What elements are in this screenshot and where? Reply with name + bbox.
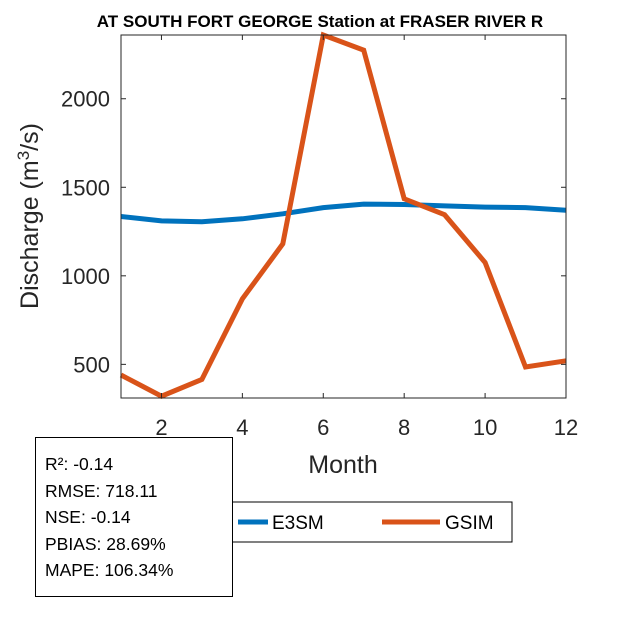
plot-lines — [119, 31, 567, 399]
stats-box: R²: -0.14 RMSE: 718.11 NSE: -0.14 PBIAS:… — [35, 437, 233, 597]
chart-title: AT SOUTH FORT GEORGE Station at FRASER R… — [97, 12, 543, 31]
x-tick-label: 12 — [554, 415, 578, 440]
x-tick-label: 6 — [317, 415, 329, 440]
axes-box — [120, 34, 567, 399]
x-tick-label: 8 — [398, 415, 410, 440]
x-tick-label: 4 — [236, 415, 248, 440]
y-tick-label: 1500 — [61, 175, 110, 200]
legend-label-gsim: GSIM — [445, 513, 494, 534]
y-axis-label: Discharge (m3/s) — [14, 123, 44, 309]
stat-r2: R²: -0.14 — [45, 454, 114, 474]
legend-box — [231, 501, 513, 543]
y-tick-label: 1000 — [61, 264, 110, 289]
stat-pbias: PBIAS: 28.69% — [45, 533, 166, 554]
series-line-e3sm — [120, 201, 567, 225]
stat-rmse: RMSE: 718.11 — [45, 480, 158, 501]
y-axis-label-main: Discharge (m — [16, 160, 44, 309]
y-tick-label: 2000 — [61, 87, 110, 112]
y-axis-label-sup: 3 — [14, 151, 33, 160]
stat-mape: MAPE: 106.34% — [45, 560, 174, 580]
y-axis-label-end: /s) — [16, 123, 44, 151]
x-tick-label: 2 — [155, 415, 167, 440]
stat-nse: NSE: -0.14 — [45, 507, 131, 527]
x-tick-label: 10 — [473, 415, 497, 440]
x-axis-label: Month — [308, 451, 377, 479]
ticks: 2 4 6 8 10 12 500 1000 1500 2000 — [61, 35, 578, 440]
series-line-gsim — [119, 31, 567, 399]
legend-label-e3sm: E3SM — [272, 513, 324, 534]
legend: E3SM GSIM — [231, 501, 513, 543]
y-tick-label: 500 — [73, 352, 110, 377]
